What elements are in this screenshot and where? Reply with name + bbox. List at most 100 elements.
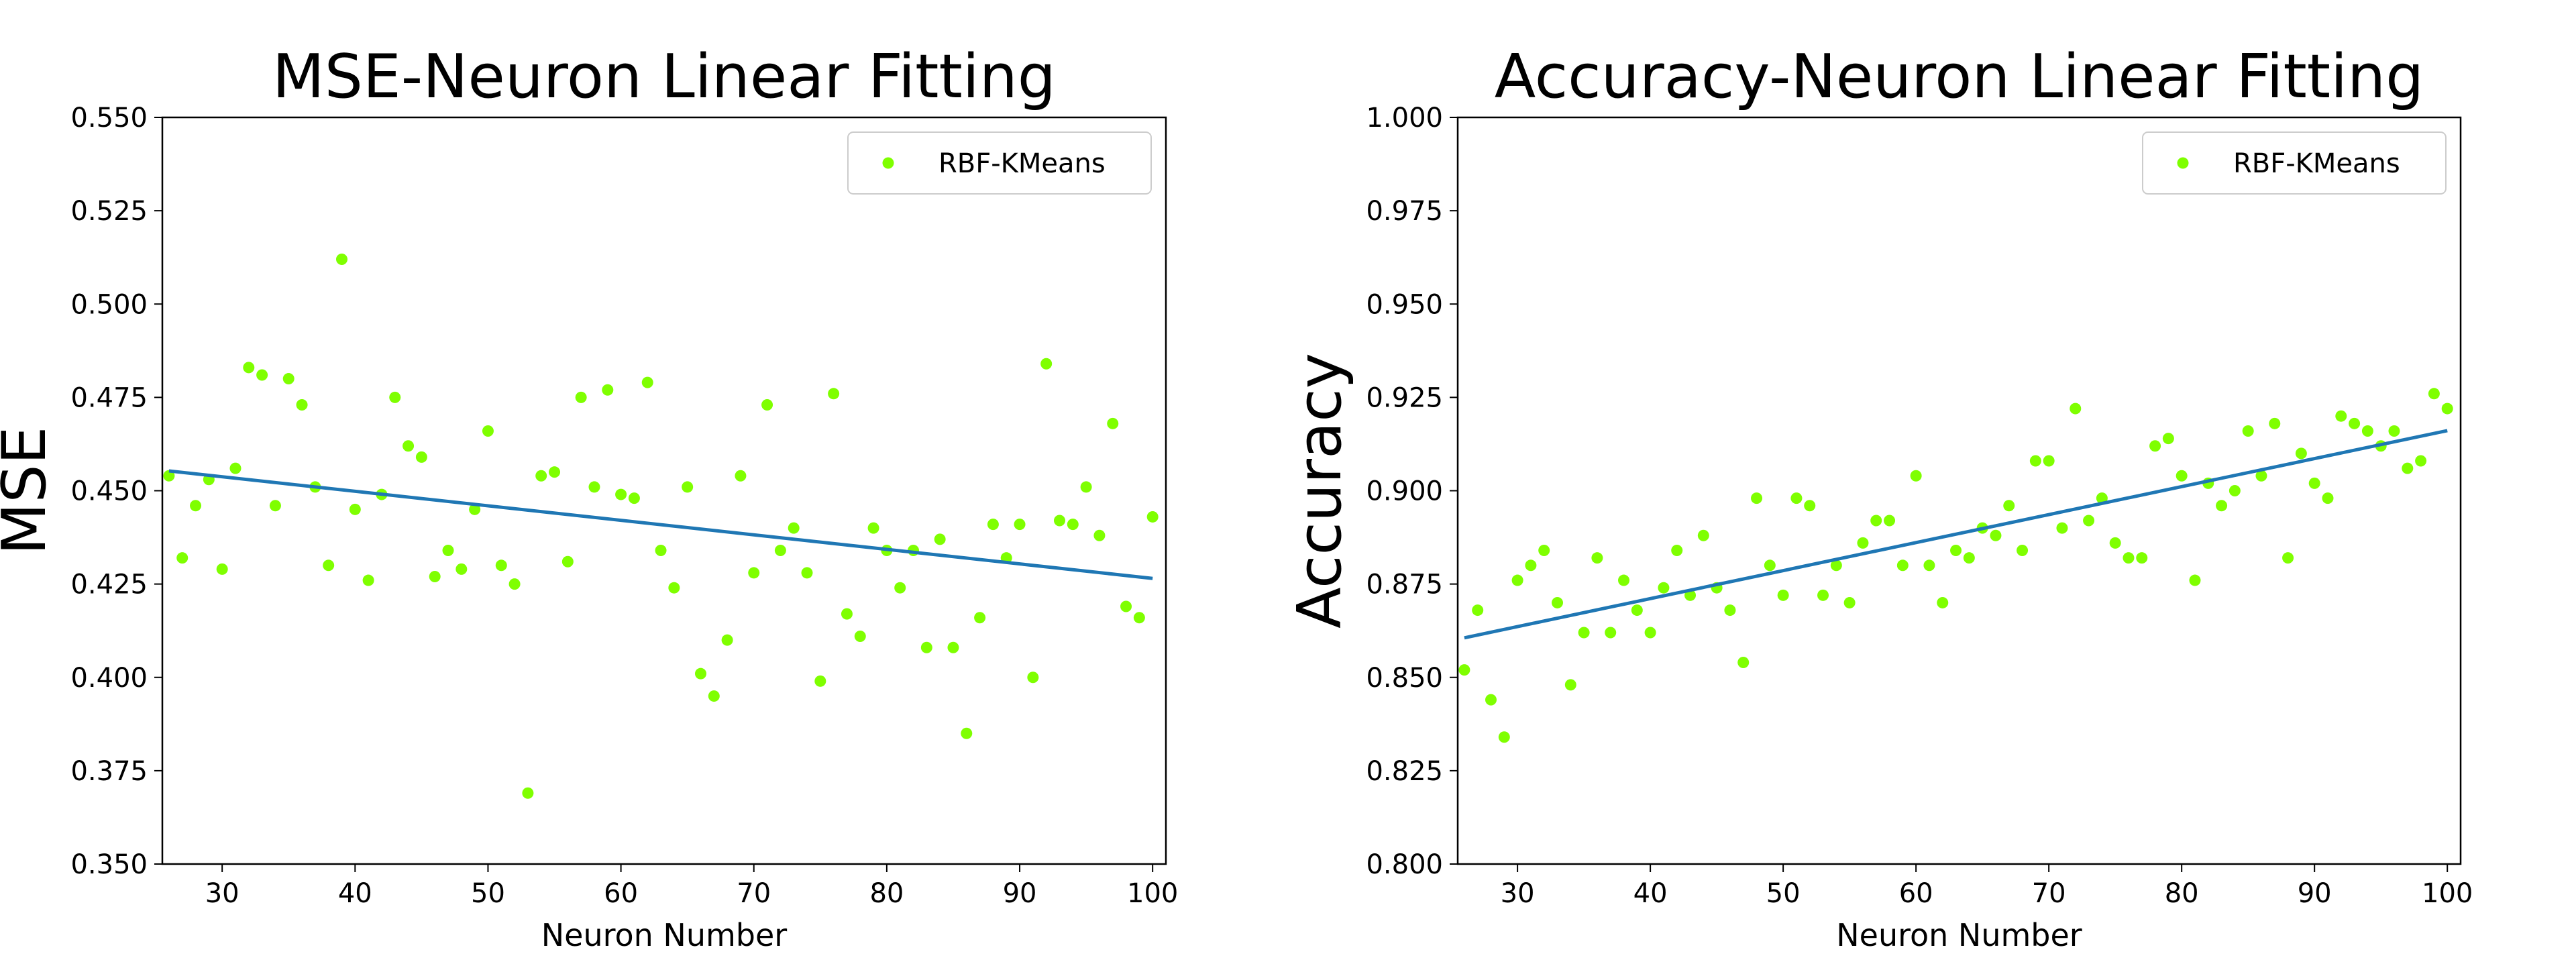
data-point bbox=[2149, 440, 2161, 452]
legend-label: RBF-KMeans bbox=[2233, 148, 2400, 179]
data-point bbox=[1498, 731, 1510, 743]
fit-line bbox=[168, 469, 1153, 580]
data-point bbox=[1146, 511, 1159, 523]
data-point bbox=[163, 470, 175, 482]
data-point bbox=[1053, 515, 1065, 527]
legend-box bbox=[847, 131, 1152, 195]
data-point bbox=[668, 582, 680, 594]
data-point bbox=[282, 373, 294, 385]
data-point bbox=[2242, 425, 2254, 437]
data-point bbox=[482, 425, 494, 437]
y-tick-label: 0.475 bbox=[70, 382, 148, 413]
x-tick-label: 80 bbox=[869, 878, 904, 909]
data-point bbox=[602, 384, 614, 396]
data-point bbox=[535, 470, 547, 482]
chart-title: Accuracy-Neuron Linear Fitting bbox=[1495, 42, 2424, 112]
y-tick-label: 1.000 bbox=[1366, 103, 1443, 133]
data-point bbox=[1764, 559, 1776, 572]
data-point bbox=[814, 675, 826, 687]
data-point bbox=[920, 641, 932, 653]
data-point bbox=[974, 612, 986, 624]
data-point bbox=[854, 631, 866, 643]
data-point bbox=[1963, 552, 1975, 564]
data-point bbox=[1724, 604, 1736, 616]
data-point bbox=[2335, 410, 2347, 422]
y-tick-label: 0.825 bbox=[1366, 756, 1443, 787]
y-tick-label: 0.525 bbox=[70, 196, 148, 227]
data-point bbox=[216, 563, 228, 575]
data-point bbox=[1644, 627, 1656, 639]
data-point bbox=[1552, 596, 1564, 608]
data-point bbox=[2441, 402, 2453, 415]
data-point bbox=[628, 492, 640, 504]
data-point bbox=[190, 500, 202, 512]
data-point bbox=[243, 362, 255, 374]
data-point bbox=[694, 667, 706, 680]
x-tick-label: 60 bbox=[1899, 878, 1933, 909]
y-axis-label: MSE bbox=[0, 427, 60, 555]
data-point bbox=[2255, 470, 2267, 482]
chart-title: MSE-Neuron Linear Fitting bbox=[272, 42, 1056, 112]
data-point bbox=[269, 500, 281, 512]
data-point bbox=[415, 451, 427, 463]
data-point bbox=[1014, 519, 1026, 531]
data-point bbox=[682, 481, 694, 493]
y-tick-label: 0.500 bbox=[70, 289, 148, 320]
data-point bbox=[1564, 679, 1576, 691]
data-point bbox=[828, 388, 840, 400]
plot-frame bbox=[161, 116, 1167, 865]
data-point bbox=[1511, 574, 1523, 586]
data-point bbox=[1133, 612, 1145, 624]
fit-line bbox=[1464, 429, 2448, 640]
x-tick-label: 60 bbox=[604, 878, 638, 909]
data-point bbox=[2229, 485, 2241, 496]
data-point bbox=[1525, 559, 1537, 572]
data-point bbox=[1658, 582, 1670, 594]
data-point bbox=[2070, 402, 2082, 415]
x-tick-label: 50 bbox=[471, 878, 505, 909]
data-point bbox=[402, 440, 415, 452]
data-point bbox=[1458, 664, 1470, 676]
data-point bbox=[561, 555, 574, 568]
data-point bbox=[1631, 604, 1643, 616]
data-point bbox=[1027, 672, 1039, 684]
data-point bbox=[1697, 529, 1709, 541]
data-point bbox=[735, 470, 747, 482]
y-tick-label: 0.450 bbox=[70, 476, 148, 507]
data-point bbox=[2083, 515, 2095, 527]
data-point bbox=[1107, 417, 1119, 429]
data-point bbox=[522, 787, 534, 799]
data-point bbox=[1093, 529, 1106, 541]
data-point bbox=[615, 488, 627, 500]
data-point bbox=[1040, 358, 1053, 370]
data-point bbox=[2428, 388, 2440, 400]
plot-frame bbox=[1456, 116, 2462, 865]
data-point bbox=[774, 545, 786, 557]
data-point bbox=[229, 462, 241, 474]
x-tick-label: 30 bbox=[205, 878, 239, 909]
data-point bbox=[961, 727, 973, 739]
data-point bbox=[176, 552, 189, 564]
data-point bbox=[2308, 477, 2320, 489]
data-point bbox=[508, 578, 521, 590]
data-point bbox=[2162, 433, 2174, 445]
data-point bbox=[349, 503, 361, 515]
mse-chart-panel: MSE-Neuron Linear Fitting MSE Neuron Numbe… bbox=[0, 42, 1178, 953]
data-point bbox=[641, 376, 653, 388]
legend-marker bbox=[882, 157, 894, 169]
data-point bbox=[1472, 604, 1484, 616]
data-point bbox=[1120, 600, 1132, 612]
data-point bbox=[429, 570, 441, 582]
data-point bbox=[2043, 455, 2055, 467]
y-tick-label: 0.975 bbox=[1366, 196, 1443, 227]
data-point bbox=[549, 466, 561, 478]
data-point bbox=[2282, 552, 2294, 564]
data-point bbox=[2216, 500, 2228, 512]
data-point bbox=[2189, 574, 2201, 586]
data-point bbox=[2402, 462, 2414, 474]
data-point bbox=[655, 545, 667, 557]
x-tick-label: 50 bbox=[1766, 878, 1801, 909]
data-point bbox=[1830, 559, 1842, 572]
x-tick-label: 80 bbox=[2165, 878, 2199, 909]
y-tick-label: 0.350 bbox=[70, 849, 148, 880]
